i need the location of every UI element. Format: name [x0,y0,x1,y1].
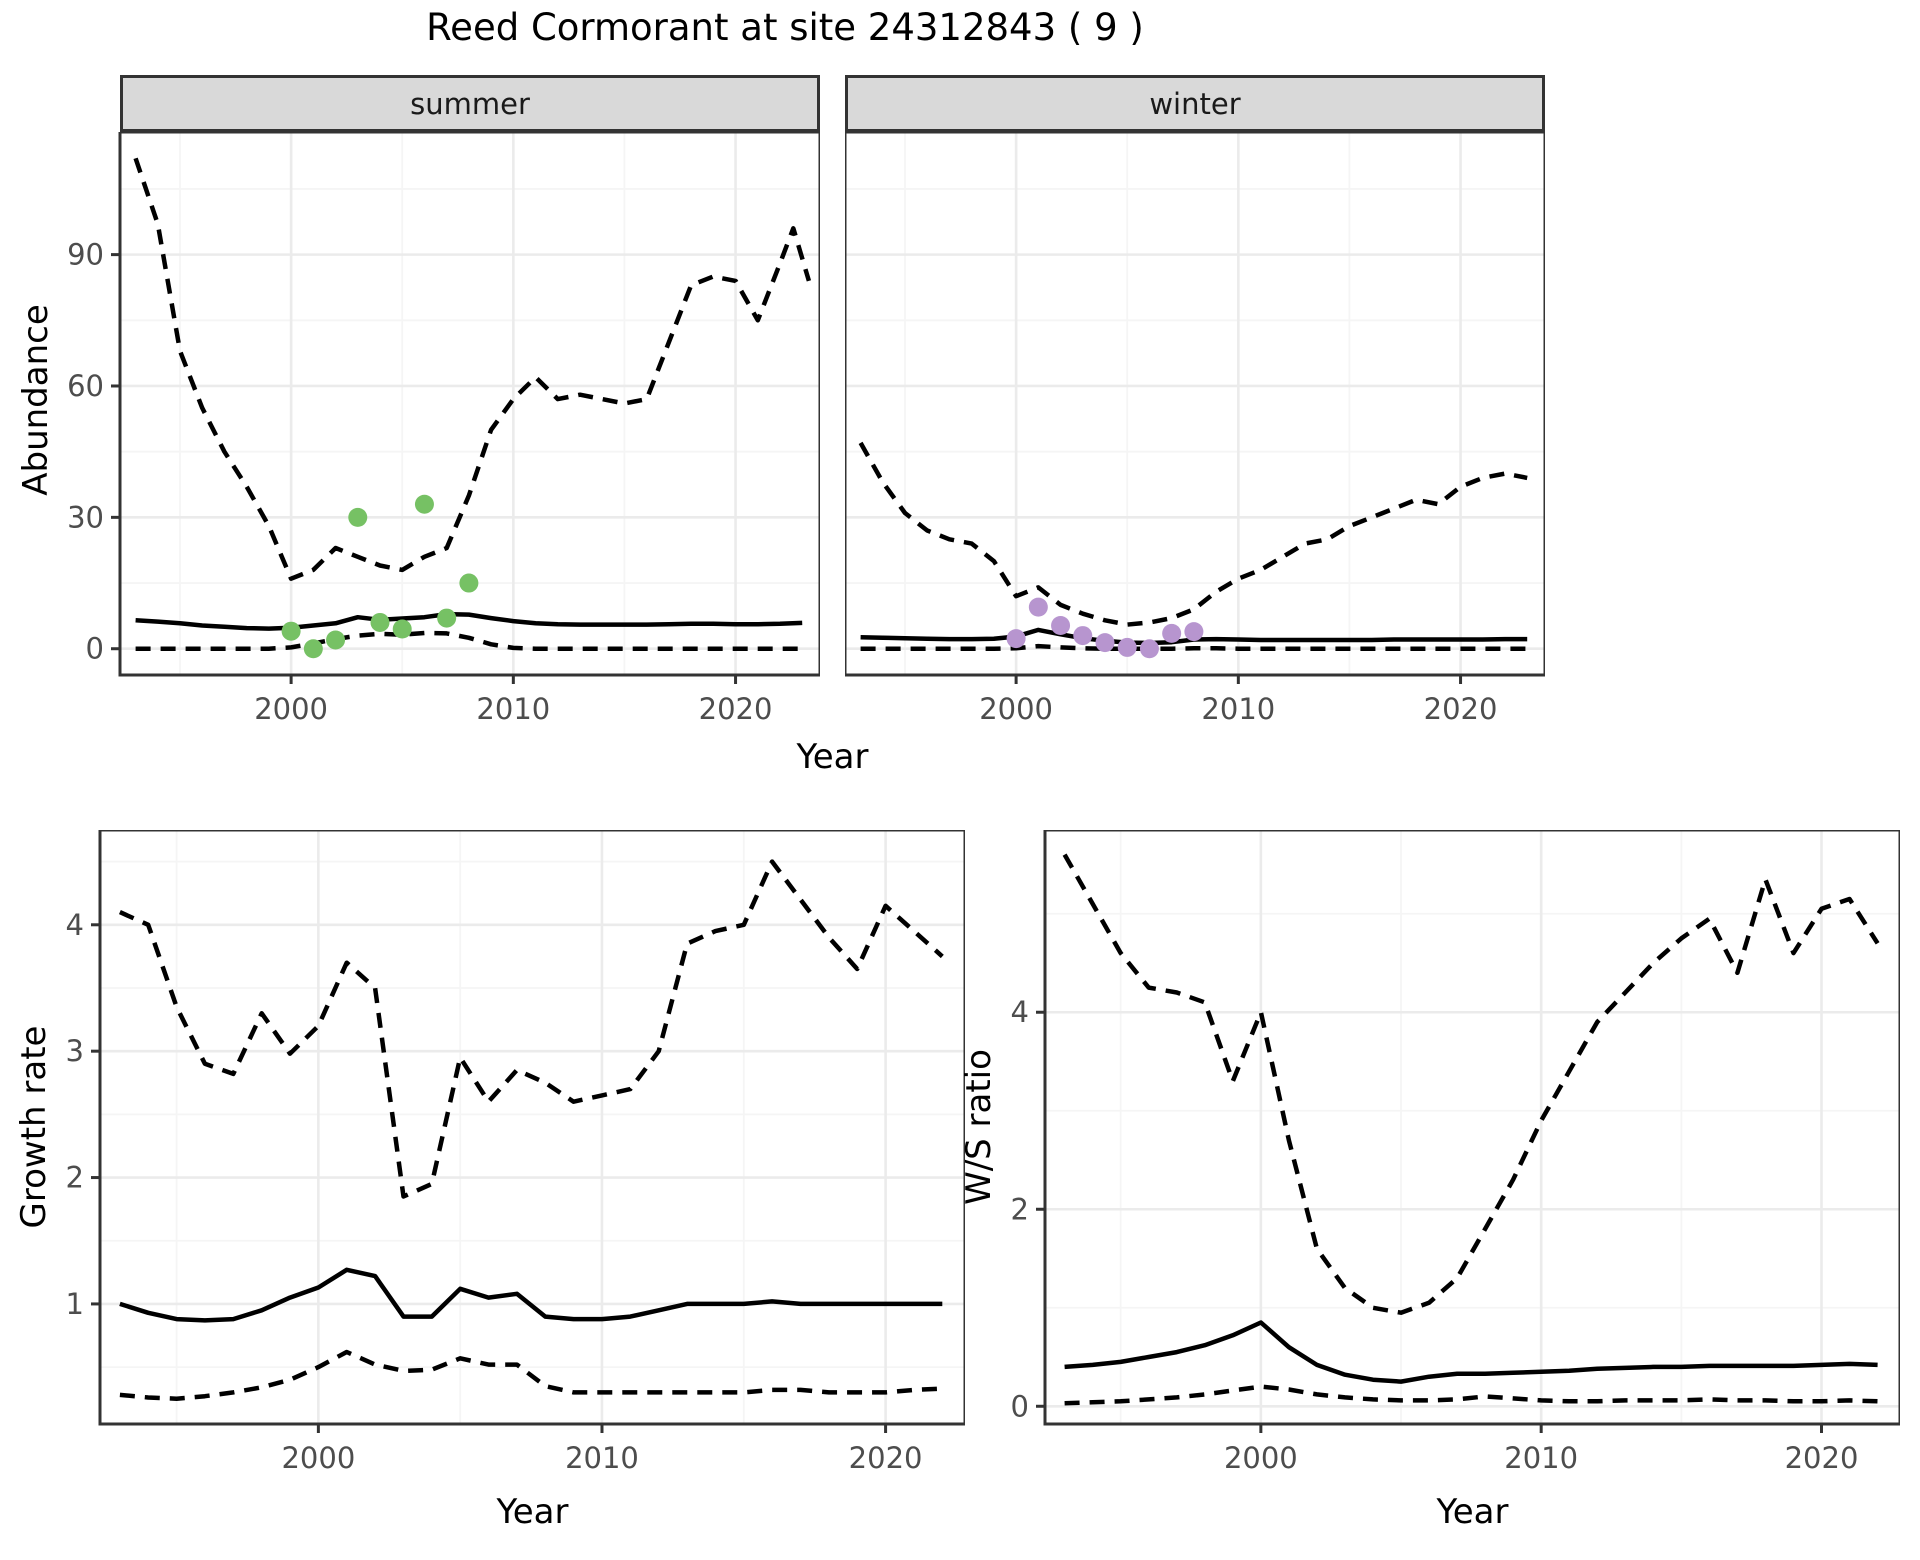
facet-strip-summer-label: summer [410,86,530,121]
x-axis-label-ws-ratio: Year [1436,1492,1509,1532]
svg-text:30: 30 [67,500,104,534]
svg-text:2: 2 [1011,1192,1029,1226]
svg-text:60: 60 [67,369,104,403]
facet-strip-winter: winter [845,75,1545,132]
svg-text:2000: 2000 [1224,1441,1298,1475]
svg-text:2000: 2000 [979,692,1053,726]
svg-text:90: 90 [67,238,104,272]
svg-text:2000: 2000 [254,692,328,726]
abundance-winter-panel: 2000 2010 2020 [845,132,1545,726]
svg-text:2020: 2020 [849,1441,923,1475]
svg-text:2010: 2010 [565,1441,639,1475]
svg-text:0: 0 [1011,1389,1029,1423]
svg-text:2010: 2010 [1504,1441,1578,1475]
facet-strip-summer: summer [120,75,820,132]
svg-text:4: 4 [66,908,84,942]
svg-text:0: 0 [86,632,104,666]
svg-text:2010: 2010 [476,692,550,726]
svg-text:2020: 2020 [699,692,773,726]
svg-text:2020: 2020 [1424,692,1498,726]
abundance-summer-panel: 2000 2010 2020 0 30 60 90 [67,132,820,726]
svg-text:2: 2 [66,1161,84,1195]
x-axis-label-top: Year [796,737,869,777]
svg-text:1: 1 [66,1287,84,1321]
svg-text:4: 4 [1011,995,1029,1029]
growth-rate-panel: 2000 2010 2020 1 2 3 4 [66,830,965,1475]
svg-text:2000: 2000 [281,1441,355,1475]
facet-strip-winter-label: winter [1149,86,1241,121]
svg-text:2010: 2010 [1201,692,1275,726]
ws-ratio-panel: 2000 2010 2020 0 2 4 [1011,830,1900,1475]
svg-text:2020: 2020 [1785,1441,1859,1475]
x-axis-label-growth-rate: Year [496,1492,569,1532]
chart-title: Reed Cormorant at site 24312843 ( 9 ) [426,6,1144,49]
svg-text:3: 3 [66,1034,84,1068]
